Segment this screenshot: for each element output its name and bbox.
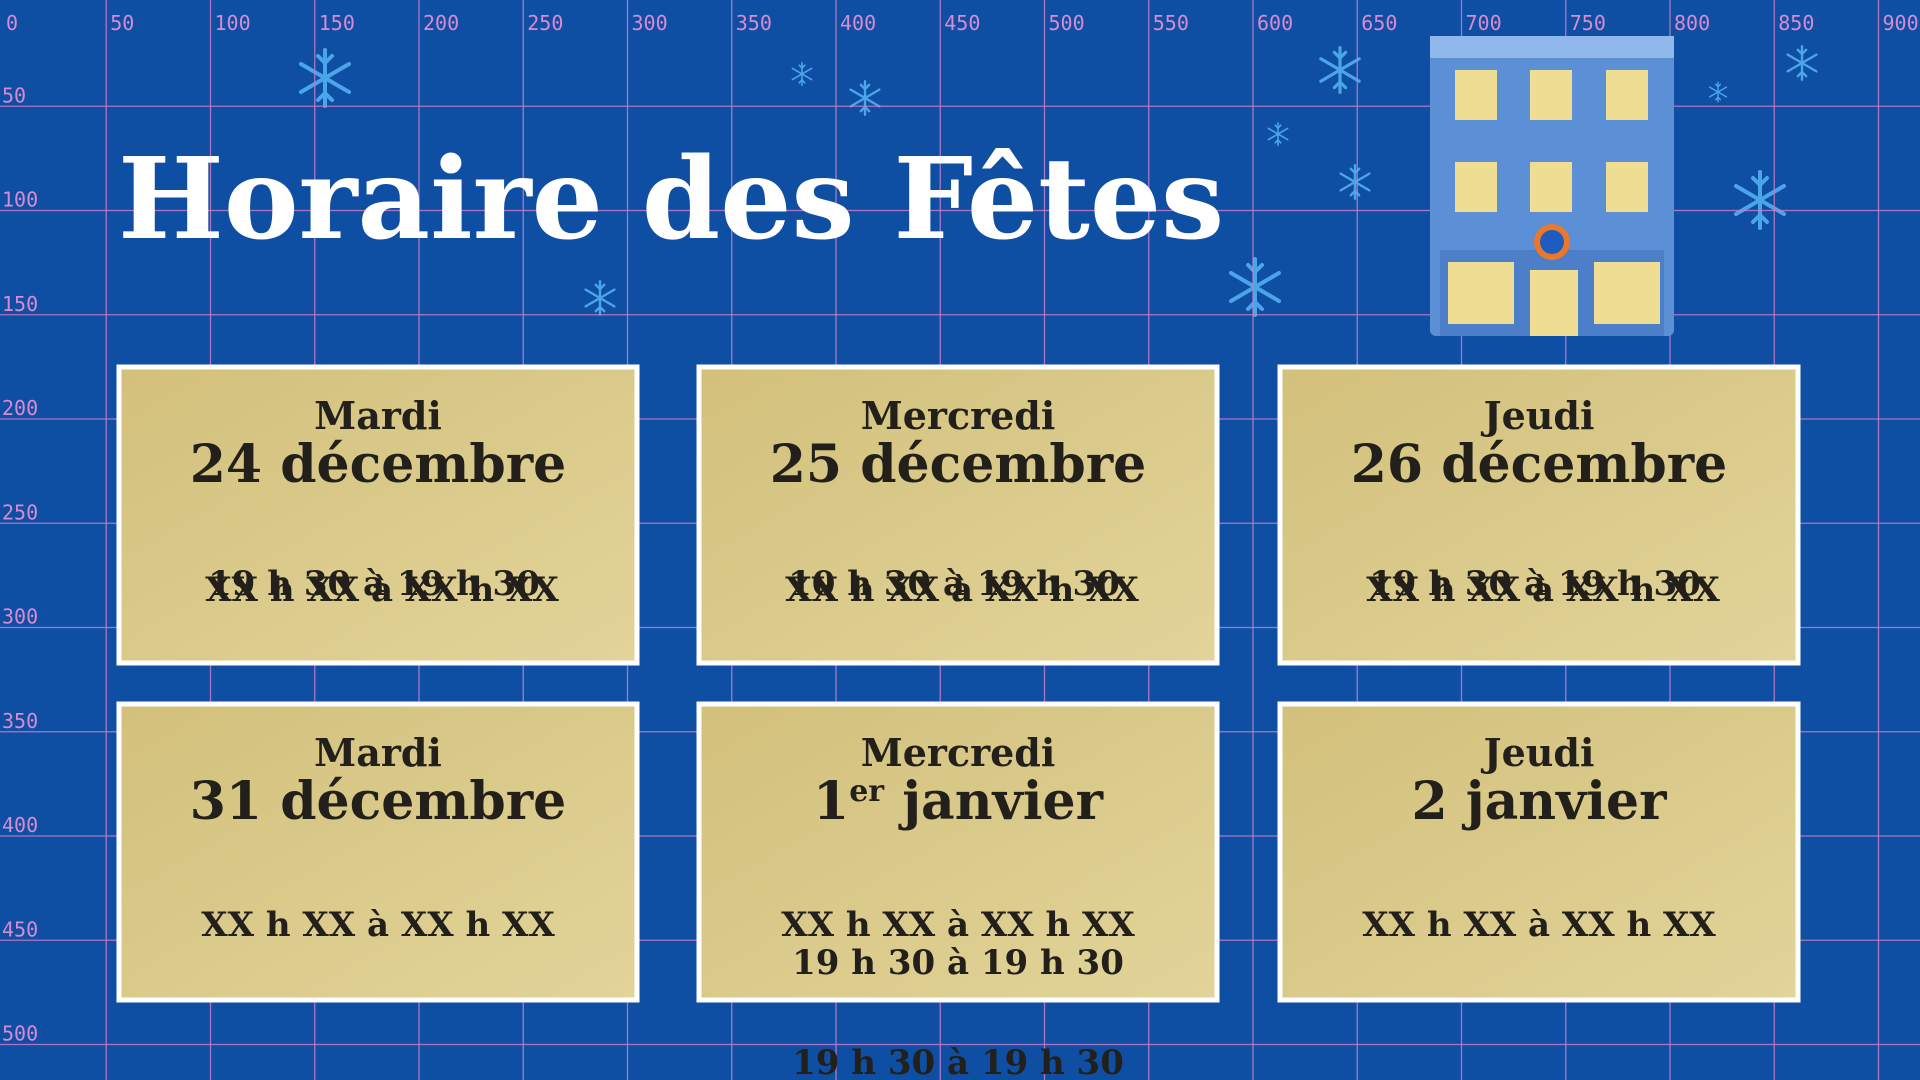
- ruler-y-label: 150: [2, 292, 38, 316]
- date-part: 1: [813, 771, 849, 832]
- ruler-x-label: 350: [736, 11, 772, 35]
- date-part: janvier: [884, 771, 1103, 832]
- card: [116, 701, 640, 1003]
- ruler-y-label: 250: [2, 500, 38, 524]
- card-day: Mercredi: [861, 393, 1056, 438]
- card: [696, 364, 1220, 666]
- ruler-x-label: 250: [527, 11, 563, 35]
- ruler-x-label: 400: [840, 11, 876, 35]
- ruler-x-label: 150: [319, 11, 355, 35]
- card-date: 1er janvier: [813, 771, 1104, 832]
- ruler-x-label: 550: [1153, 11, 1189, 35]
- ruler-x-label: 650: [1361, 11, 1397, 35]
- card-date: 26 décembre: [1351, 434, 1728, 495]
- card-date: 24 décembre: [190, 434, 567, 495]
- ruler-x-label: 850: [1778, 11, 1814, 35]
- ruler-y-label: 300: [2, 605, 38, 629]
- ruler-x-label: 100: [215, 11, 251, 35]
- card-day: Mardi: [314, 730, 442, 775]
- card-hours: XX h XX à XX h XX: [1366, 570, 1720, 610]
- card-day: Mardi: [314, 393, 442, 438]
- title: Horaire des Fêtes: [118, 134, 1224, 265]
- card-hours: XX h XX à XX h XX: [205, 570, 559, 610]
- card-hours: 19 h 30 à 19 h 30: [792, 943, 1124, 983]
- ruler-y-label: 200: [2, 396, 38, 420]
- card: [1277, 701, 1801, 1003]
- ruler-x-label: 800: [1674, 11, 1710, 35]
- card: [116, 364, 640, 666]
- ruler-x-label: 900: [1883, 11, 1919, 35]
- card-day: Jeudi: [1481, 393, 1595, 438]
- ruler-x-label: 50: [110, 11, 134, 35]
- overflow-hours: 19 h 30 à 19 h 30: [792, 1043, 1124, 1080]
- ruler-x-label: 0: [6, 11, 18, 35]
- card-date: 31 décembre: [190, 771, 567, 832]
- card-hours: XX h XX à XX h XX: [781, 905, 1135, 945]
- ruler-y-label: 50: [2, 83, 26, 107]
- ruler-x-label: 300: [632, 11, 668, 35]
- card: [1277, 364, 1801, 666]
- ruler-x-label: 450: [944, 11, 980, 35]
- date-part: er: [849, 774, 885, 809]
- card: [696, 701, 1220, 1003]
- card-date: 2 janvier: [1411, 771, 1667, 832]
- ruler-x-label: 200: [423, 11, 459, 35]
- ruler-y-label: 100: [2, 188, 38, 212]
- card-hours: 10 h 30 à 19 h 30: [788, 564, 1120, 604]
- store-building: [1430, 36, 1674, 336]
- ruler-y-label: 500: [2, 1022, 38, 1046]
- card-day: Jeudi: [1481, 730, 1595, 775]
- ruler-y-label: 400: [2, 813, 38, 837]
- ruler-x-label: 600: [1257, 11, 1293, 35]
- ruler-x-label: 700: [1466, 11, 1502, 35]
- card-date: 25 décembre: [770, 434, 1147, 495]
- card-hours: XX h XX à XX h XX: [1362, 905, 1716, 945]
- card-hours: 19 h 30 à 19 h 30: [1369, 564, 1701, 604]
- ruler-y-label: 450: [2, 917, 38, 941]
- card-hours: 19 h 30 à 19 h 30: [208, 564, 540, 604]
- card-day: Mercredi: [861, 730, 1056, 775]
- card-hours: XX h XX à XX h XX: [785, 570, 1139, 610]
- ruler-y-label: 350: [2, 709, 38, 733]
- ruler-x-label: 500: [1049, 11, 1085, 35]
- card-hours: XX h XX à XX h XX: [201, 905, 555, 945]
- ruler-x-label: 750: [1570, 11, 1606, 35]
